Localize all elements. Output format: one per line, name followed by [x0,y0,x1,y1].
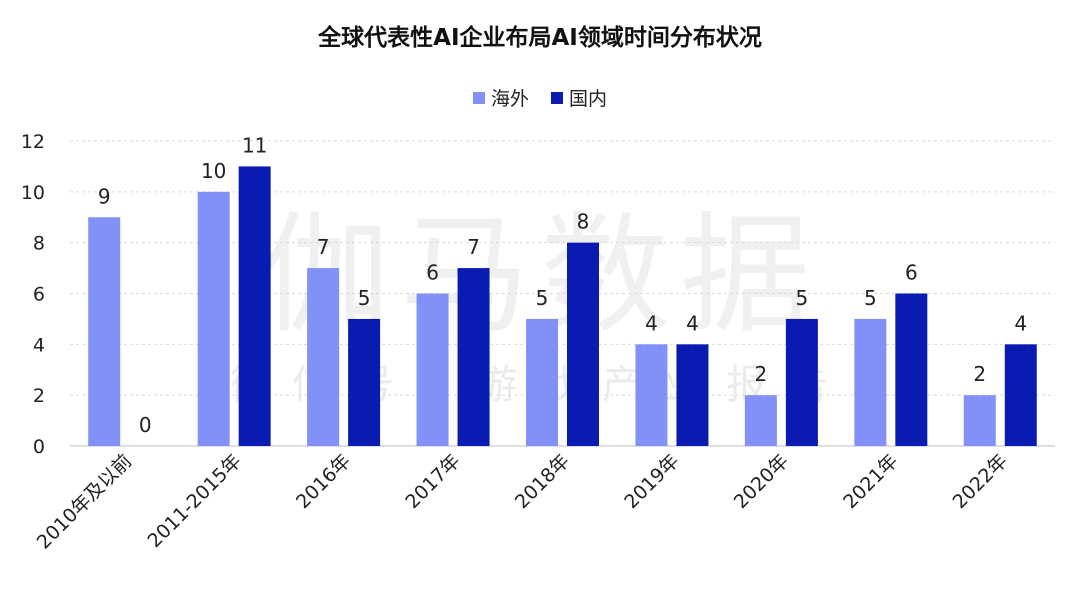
bar-domestic [567,242,599,446]
legend-label-domestic: 国内 [569,88,608,110]
x-tick-label: 2010年及以前 [33,450,136,553]
bar-overseas [416,293,449,446]
bar-overseas [854,318,887,446]
x-tick-label: 2017年 [401,450,464,513]
y-tick-label: 8 [33,233,45,255]
x-tick-label: 2018年 [511,450,574,513]
x-tick-label: 2019年 [620,450,683,513]
bar-domestic [457,268,490,446]
data-label: 2 [755,362,768,386]
y-tick-label: 0 [33,436,45,458]
bar-overseas [744,395,777,446]
x-tick-label: 2022年 [949,450,1012,513]
x-tick-label: 2016年 [292,450,355,513]
data-label: 9 [98,184,111,208]
data-label: 7 [467,235,480,259]
data-label: 11 [242,133,267,157]
y-tick-label: 10 [21,182,45,204]
bar-domestic [348,318,381,446]
legend-item-domestic: 国内 [551,84,607,111]
y-tick-label: 2 [33,385,45,407]
bar-overseas [307,268,340,446]
y-tick-label: 4 [33,334,45,356]
data-label: 6 [426,261,439,285]
bar-overseas [526,318,558,446]
bar-overseas [635,344,668,446]
x-tick-label: 2011-2015年 [143,450,245,552]
data-label: 4 [686,311,699,335]
data-label: 4 [645,311,658,335]
bar-domestic [676,344,709,446]
x-tick-label: 2021年 [839,450,902,513]
bar-overseas [88,217,121,446]
bar-domestic [1004,344,1037,446]
bar-overseas [963,395,996,446]
x-tick-label: 2020年 [730,450,793,513]
legend-item-overseas: 海外 [472,84,529,111]
data-label: 8 [577,210,590,234]
data-label: 5 [864,286,877,310]
bar-domestic [785,318,818,446]
data-label: 5 [358,286,371,310]
data-label: 4 [1014,311,1027,335]
y-tick-label: 12 [21,131,45,153]
data-label: 0 [139,413,152,437]
data-label: 7 [317,235,330,259]
legend-swatch-overseas [472,91,485,104]
bar-domestic [895,293,928,446]
chart-title: 全球代表性AI企业布局AI领域时间分布状况 [318,25,762,51]
data-label: 2 [973,362,986,386]
bar-domestic [238,166,271,446]
data-label: 10 [201,159,226,183]
y-tick-label: 6 [33,284,45,306]
bar-overseas [197,191,230,446]
legend-swatch-domestic [551,91,563,104]
legend: 海外 国内 [0,84,1080,111]
data-label: 6 [905,261,918,285]
data-label: 5 [796,286,809,310]
data-label: 5 [536,286,549,310]
legend-label-overseas: 海外 [490,88,529,110]
